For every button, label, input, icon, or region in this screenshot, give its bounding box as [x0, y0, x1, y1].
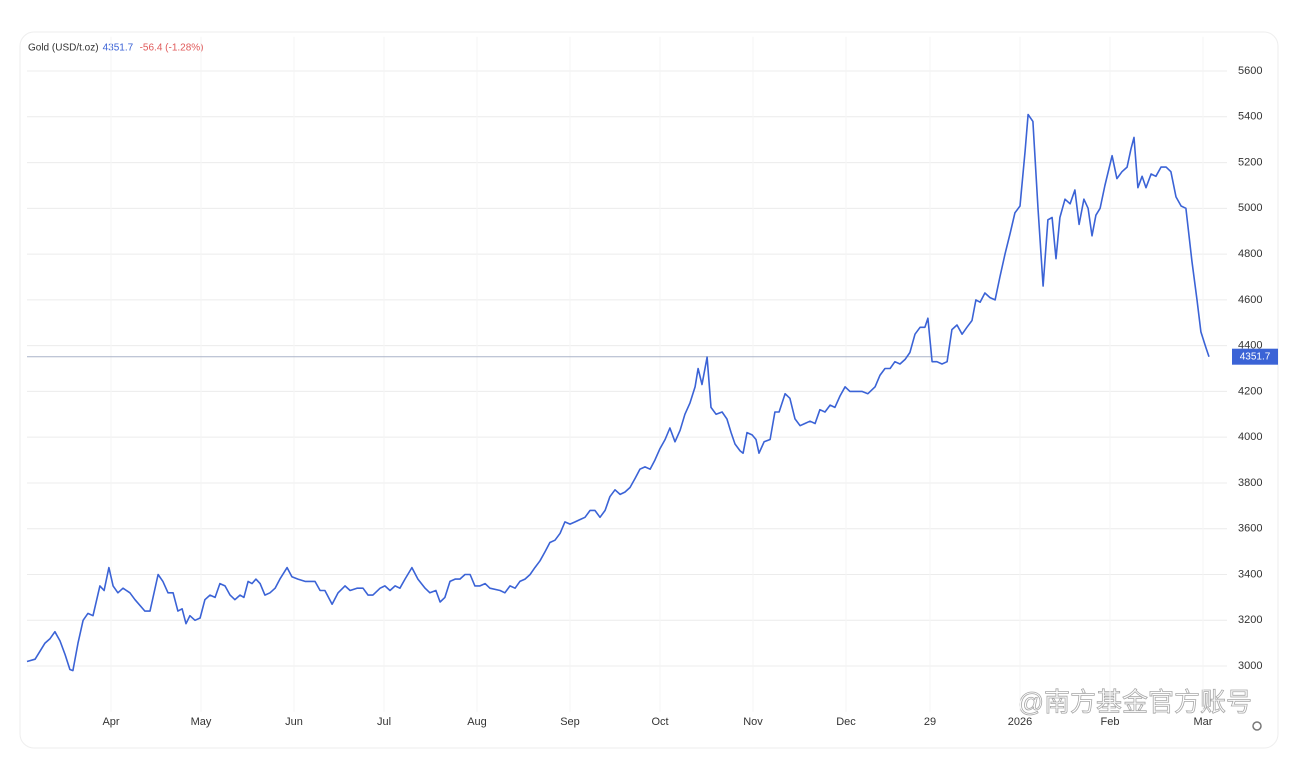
- y-tick-label: 5200: [1238, 156, 1262, 168]
- x-tick-label: Apr: [102, 716, 119, 728]
- y-tick-label: 5400: [1238, 111, 1262, 123]
- y-tick-label: 4600: [1238, 294, 1262, 306]
- y-tick-label: 4200: [1238, 385, 1262, 397]
- x-tick-label: Mar: [1194, 716, 1213, 728]
- price-line-series: [26, 113, 1210, 672]
- y-tick-label: 5000: [1238, 202, 1262, 214]
- x-tick-label: Aug: [467, 716, 487, 728]
- y-tick-label: 3200: [1238, 614, 1262, 626]
- y-tick-label: 3400: [1238, 568, 1262, 580]
- price-tag-label: 4351.7: [1240, 351, 1271, 362]
- x-tick-label: May: [191, 716, 212, 728]
- y-tick-label: 4000: [1238, 431, 1262, 443]
- y-tick-label: 4400: [1238, 340, 1262, 352]
- y-tick-label: 3000: [1238, 660, 1262, 672]
- y-tick-label: 4800: [1238, 248, 1262, 260]
- x-tick-label: Sep: [560, 716, 580, 728]
- y-tick-label: 3600: [1238, 523, 1262, 535]
- settings-icon[interactable]: [1252, 721, 1262, 731]
- card: [19, 31, 1279, 749]
- price-tag: [1232, 348, 1278, 365]
- x-tick-label: 2026: [1008, 716, 1032, 728]
- x-tick-label: Jun: [285, 716, 303, 728]
- x-tick-label: Nov: [743, 716, 763, 728]
- y-tick-label: 5600: [1238, 65, 1262, 77]
- x-tick-label: 29: [924, 716, 936, 728]
- watermark: @南方基金官方账号: [1018, 687, 1252, 717]
- y-tick-label: 3800: [1238, 477, 1262, 489]
- x-tick-label: Jul: [377, 716, 391, 728]
- x-tick-label: Dec: [836, 716, 856, 728]
- header-change: -56.4 (-1.28%): [140, 43, 204, 54]
- chart-title: Gold (USD/t.oz): [28, 43, 99, 54]
- header-price: 4351.7: [103, 43, 134, 54]
- x-tick-label: Oct: [651, 716, 668, 728]
- x-tick-label: Feb: [1101, 716, 1120, 728]
